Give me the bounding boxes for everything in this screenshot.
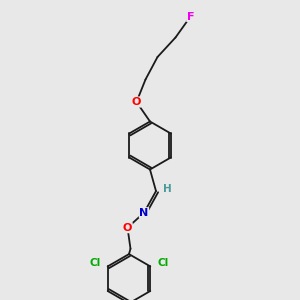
Text: F: F: [187, 11, 194, 22]
Text: Cl: Cl: [157, 258, 169, 268]
Text: O: O: [132, 97, 141, 107]
Text: O: O: [123, 223, 132, 233]
Text: Cl: Cl: [89, 258, 101, 268]
Text: N: N: [140, 208, 148, 218]
Text: H: H: [163, 184, 172, 194]
